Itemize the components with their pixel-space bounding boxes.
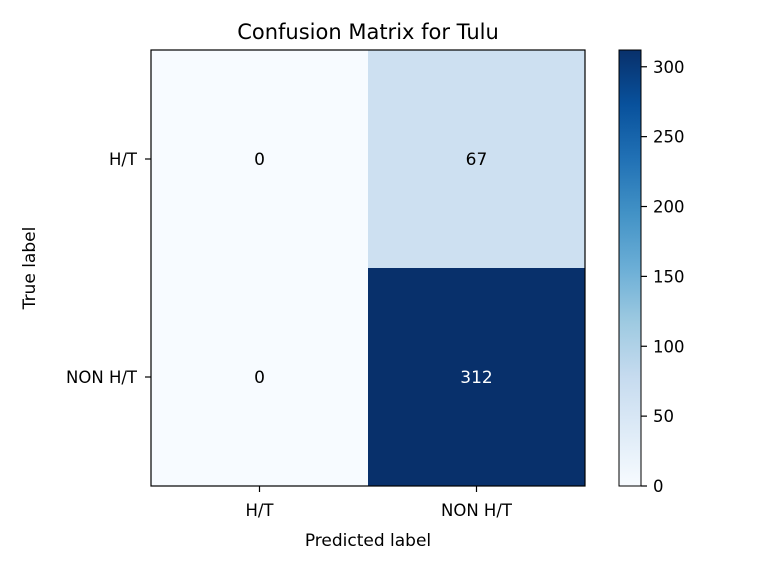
cell-value-label: 0 [254,150,265,170]
chart-title: Confusion Matrix for Tulu [237,20,499,44]
y-axis-ticks: H/T NON H/T [66,150,151,387]
colorbar-gradient [618,49,642,487]
x-tick-label: H/T [245,501,274,520]
cell-value-label: 312 [460,368,492,388]
x-axis-ticks: H/T NON H/T [245,486,513,520]
heatmap-cell [368,50,586,269]
colorbar-ticks: 0 50 100 150 200 250 300 [641,58,685,496]
colorbar-tick-label: 50 [653,407,674,426]
heatmap-cell [368,268,586,487]
colorbar-tick-label: 100 [653,337,685,356]
colorbar-tick-label: 250 [653,128,685,147]
cell-value-label: 67 [466,150,488,170]
heatmap-cells: 0 67 0 312 [151,50,586,487]
x-axis-label: Predicted label [305,531,431,551]
plot-frame [150,49,586,487]
heatmap-cell [151,268,369,487]
cell-value-label: 0 [254,368,265,388]
colorbar-tick-label: 0 [653,477,664,496]
heatmap-cell [151,50,369,269]
colorbar-tick-label: 200 [653,198,685,217]
colorbar: 0 50 100 150 200 250 300 [618,49,685,496]
x-tick-label: NON H/T [441,501,513,520]
colorbar-tick-label: 150 [653,267,685,286]
y-tick-label: H/T [109,150,138,169]
y-tick-label: NON H/T [66,368,138,387]
colorbar-tick-label: 300 [653,58,685,77]
y-axis-label: True label [20,227,40,311]
